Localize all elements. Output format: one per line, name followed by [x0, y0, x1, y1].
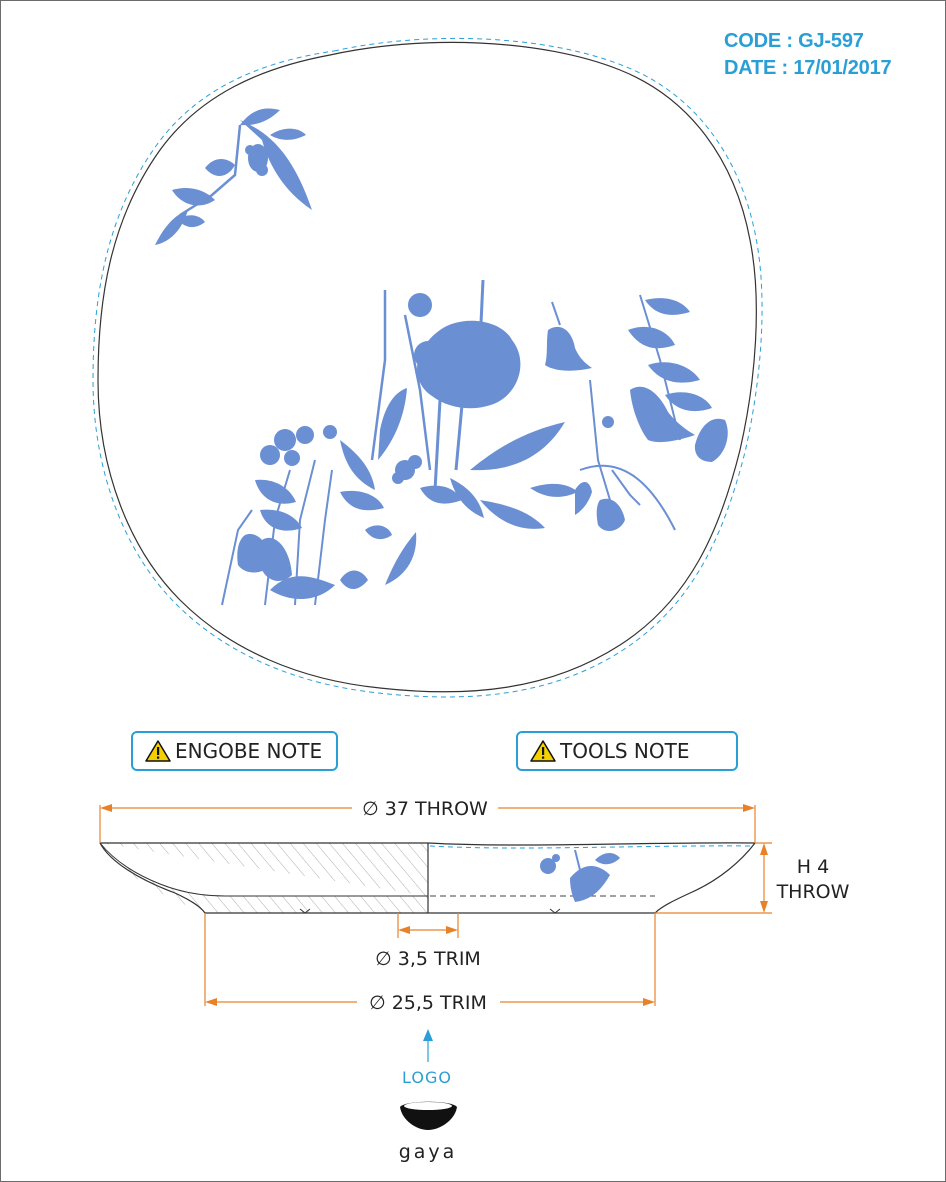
dimension-base-trim [204, 913, 656, 1006]
tools-note-box: TOOLS NOTE [516, 731, 738, 771]
code-date-block: CODE : GJ-597 DATE : 17/01/2017 [724, 28, 892, 82]
warning-triangle-icon [530, 740, 556, 762]
plate-section-profile [99, 842, 756, 914]
engobe-note-label: ENGOBE NOTE [175, 739, 323, 763]
dimension-diameter-throw [99, 804, 756, 843]
warning-triangle-icon [145, 740, 171, 762]
brand-name: gaya [399, 1141, 458, 1163]
floral-decal-main [221, 279, 728, 606]
floral-decal-profile [540, 849, 620, 902]
floral-decal-top-left [155, 108, 312, 245]
dimension-height-unit: THROW [776, 881, 850, 903]
product-code: CODE : GJ-597 [724, 30, 864, 52]
plate-outline-dashed [92, 37, 763, 698]
dimension-base-trim-label: ∅ 25,5 TRIM [369, 992, 487, 1014]
engobe-note-box: ENGOBE NOTE [131, 731, 338, 771]
dimension-foot-trim-label: ∅ 3,5 TRIM [375, 948, 481, 970]
arrow-up-icon [423, 1029, 433, 1062]
logo-pointer-label: LOGO [402, 1068, 452, 1087]
dimension-diameter-throw-label: ∅ 37 THROW [362, 798, 488, 820]
gaya-logo-mark [400, 1101, 457, 1130]
dimension-foot-trim [397, 913, 459, 938]
plate-outline [97, 41, 757, 693]
drawing-date: DATE : 17/01/2017 [724, 57, 892, 79]
dimension-height [655, 842, 772, 914]
dimension-height-label: H 4 [797, 856, 829, 878]
tools-note-label: TOOLS NOTE [560, 739, 690, 763]
